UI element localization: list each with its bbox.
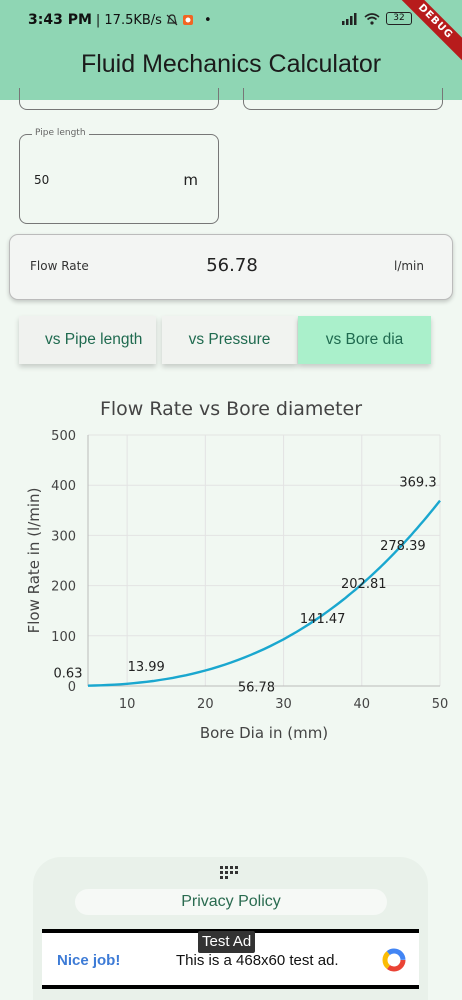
flow-rate-chart: Flow Rate vs Bore diameter 0 100 200 300 400 5… bbox=[0, 390, 462, 750]
data-label: 278.39 bbox=[380, 539, 426, 554]
flow-rate-label: Flow Rate bbox=[30, 259, 89, 273]
tab-vs-pressure[interactable]: vs Pressure bbox=[162, 316, 297, 364]
ad-text: This is a 468x60 test ad. bbox=[176, 952, 339, 969]
battery-icon: 32 bbox=[386, 12, 412, 25]
more-notifications-icon: • bbox=[203, 12, 212, 28]
ad-logo-icon bbox=[382, 948, 406, 972]
wifi-icon bbox=[364, 12, 380, 25]
x-tick-label: 20 bbox=[197, 697, 214, 712]
status-time: 3:43 PM bbox=[28, 12, 92, 28]
status-network-speed: | 17.5KB/s bbox=[95, 12, 162, 28]
y-tick-label: 200 bbox=[51, 580, 76, 595]
tab-vs-bore-dia[interactable]: vs Bore dia bbox=[298, 316, 431, 364]
data-label: 0.63 bbox=[54, 667, 83, 682]
mute-icon bbox=[166, 14, 178, 26]
app-bar: 3:43 PM | 17.5KB/s • 32 DEBUG Fluid Mech… bbox=[0, 0, 462, 100]
pipe-length-unit: m bbox=[183, 171, 198, 189]
y-axis-label: Flow Rate in (l/min) bbox=[25, 488, 43, 634]
x-axis-label: Bore Dia in (mm) bbox=[200, 724, 328, 742]
app-title: Fluid Mechanics Calculator bbox=[80, 50, 382, 78]
series-line bbox=[87, 499, 441, 687]
chart-title: Flow Rate vs Bore diameter bbox=[100, 398, 362, 420]
tab-vs-pipe-length[interactable]: vs Pipe length bbox=[19, 316, 156, 364]
y-tick-label: 400 bbox=[51, 479, 76, 494]
data-label: 369.3 bbox=[399, 476, 436, 491]
flow-rate-result-card: Flow Rate 56.78 l/min bbox=[9, 234, 453, 300]
pipe-length-label: Pipe length bbox=[32, 128, 89, 138]
chart-svg: Flow Rate vs Bore diameter 0 100 200 300 400 5… bbox=[25, 398, 449, 742]
y-tick-label: 500 bbox=[51, 429, 76, 444]
data-label: 56.78 bbox=[238, 680, 275, 695]
test-ad-tag: Test Ad bbox=[198, 931, 256, 953]
privacy-policy-button[interactable]: Privacy Policy bbox=[75, 889, 387, 915]
status-bar: 3:43 PM | 17.5KB/s • 32 DEBUG bbox=[0, 0, 462, 67]
signal-icon bbox=[342, 12, 357, 25]
x-tick-label: 10 bbox=[119, 697, 136, 712]
flow-rate-value: 56.78 bbox=[206, 255, 258, 276]
x-tick-label: 50 bbox=[432, 697, 449, 712]
input-field-partial-left[interactable] bbox=[19, 88, 219, 110]
data-label: 202.81 bbox=[341, 577, 387, 592]
y-tick-label: 0 bbox=[68, 680, 76, 695]
y-tick-label: 300 bbox=[51, 529, 76, 544]
notification-icon bbox=[182, 15, 193, 25]
ad-headline: Nice job! bbox=[57, 952, 121, 969]
y-tick-label: 100 bbox=[51, 630, 76, 645]
data-label: 141.47 bbox=[300, 612, 346, 627]
flow-rate-unit: l/min bbox=[393, 259, 424, 273]
data-label: 13.99 bbox=[128, 660, 165, 675]
x-tick-label: 30 bbox=[275, 697, 292, 712]
pipe-length-field[interactable]: Pipe length 50 m bbox=[19, 128, 219, 224]
x-tick-label: 40 bbox=[354, 697, 371, 712]
drag-handle-icon[interactable] bbox=[220, 866, 242, 879]
input-field-partial-right[interactable] bbox=[243, 88, 443, 110]
pipe-length-value[interactable]: 50 bbox=[34, 173, 50, 187]
